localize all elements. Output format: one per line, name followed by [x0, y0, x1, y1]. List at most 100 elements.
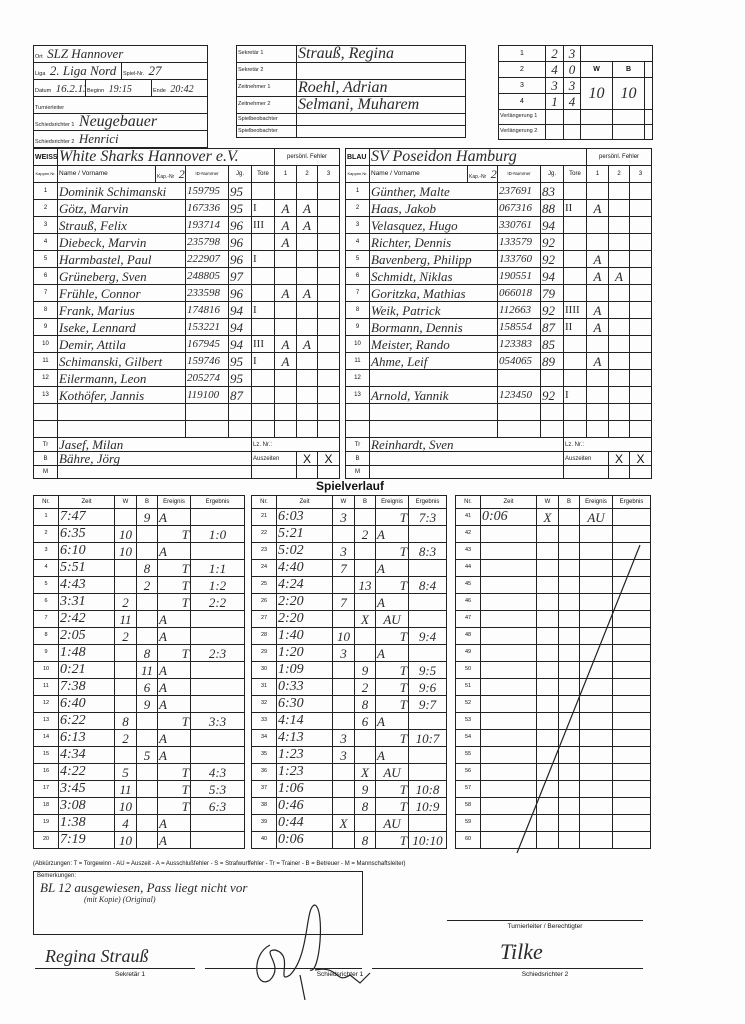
player-year: 96: [228, 216, 252, 234]
player-row: 13 Kothöfer, Jannis 119100 87: [33, 386, 341, 404]
team-name: White Sharks Hannover e.V.: [56, 148, 276, 166]
event-time: 2:05: [58, 627, 115, 645]
total-w-label: W: [580, 61, 613, 78]
event-white-cap: [332, 610, 355, 628]
player-foul-3: [629, 250, 653, 268]
manager-label: M: [345, 465, 370, 479]
player-cap-number: 2: [345, 199, 370, 217]
player-year: 94: [228, 335, 252, 353]
event-number: 37: [251, 780, 277, 798]
manager-name: [57, 465, 252, 479]
player-cap-number: 6: [33, 267, 58, 285]
player-row: 4 Diebeck, Marvin 235798 96 A: [33, 233, 341, 251]
event-blue-cap: [136, 593, 158, 611]
event-time: 2:42: [58, 610, 115, 628]
player-id: 159746: [185, 352, 229, 370]
player-year: 83: [540, 182, 564, 200]
event-type: T: [375, 576, 409, 594]
player-goals: [250, 318, 276, 336]
event-number: 30: [251, 661, 277, 679]
player-foul-2: [608, 420, 631, 438]
player-goals: III: [250, 216, 276, 234]
event-result: 10:10: [408, 831, 447, 849]
event-white-cap: X: [332, 814, 355, 832]
player-row: 7 Goritzka, Mathias 066018 79: [345, 284, 653, 302]
quarter-score-blue: 4: [563, 93, 581, 110]
sekretaer-signature: Regina Strauß: [45, 946, 149, 966]
quarter-score-blue: 3: [563, 77, 581, 94]
player-row: 8 Weik, Patrick 112663 92 IIII A: [345, 301, 653, 319]
event-number: 26: [251, 593, 277, 611]
event-white-cap: 3: [332, 508, 355, 526]
event-number: 13: [33, 712, 59, 730]
event-white-cap: [332, 678, 355, 696]
col-f3: 3: [317, 165, 341, 183]
player-cap-number: 6: [345, 267, 370, 285]
official-value: Strauß, Regina: [296, 45, 466, 63]
player-foul-2: [296, 318, 319, 336]
event-number: 17: [33, 780, 59, 798]
player-foul-3: [317, 386, 341, 404]
spielnr-label: Spiel-Nr.: [123, 71, 145, 77]
event-col-header: Nr.: [33, 495, 59, 509]
strike-through-line: [516, 544, 641, 854]
player-cap-number: 8: [345, 301, 370, 319]
player-goals: II: [562, 318, 588, 336]
official-row: Zeitnehmer 1 Roehl, Adrian: [236, 79, 466, 97]
event-type: T: [157, 525, 191, 543]
event-row: 47: [455, 610, 651, 628]
event-white-cap: 2: [114, 627, 137, 645]
event-result: [190, 729, 245, 747]
event-col-header: Zeit: [276, 495, 333, 509]
event-result: 4:3: [190, 763, 245, 781]
player-name: [57, 420, 186, 438]
event-row: 36 1:23 X AU: [251, 763, 447, 781]
official-value: [296, 125, 466, 138]
player-goals: [562, 250, 588, 268]
player-year: 87: [540, 318, 564, 336]
timeouts-label: Auszeiten: [250, 451, 298, 466]
event-blue-cap: [136, 525, 158, 543]
player-foul-2: [296, 403, 319, 421]
player-name: Frühle, Connor: [57, 284, 186, 302]
event-number: 11: [33, 678, 59, 696]
event-type: A: [157, 508, 191, 526]
turnierleiter-sign-label: Turnierleiter / Berechtigter: [507, 923, 583, 930]
event-white-cap: [332, 763, 355, 781]
player-foul-1: [586, 216, 610, 234]
player-goals: I: [250, 301, 276, 319]
player-row: 5 Bavenberg, Philipp 133760 92 A: [345, 250, 653, 268]
player-foul-2: [296, 369, 319, 387]
col-id: ID-Nummer: [185, 165, 229, 183]
player-row: 4 Richter, Dennis 133579 92: [345, 233, 653, 251]
event-time: 1:23: [276, 763, 333, 781]
player-goals: [562, 420, 588, 438]
player-name: Haas, Jakob: [369, 199, 498, 217]
player-goals: [562, 233, 588, 251]
player-name: Iseke, Lennard: [57, 318, 186, 336]
event-time: 4:14: [276, 712, 333, 730]
event-type: A: [157, 610, 191, 628]
event-time: 1:20: [276, 644, 333, 662]
event-time: 3:08: [58, 797, 115, 815]
event-number: 27: [251, 610, 277, 628]
event-blue-cap: 9: [136, 508, 158, 526]
event-white-cap: 2: [114, 729, 137, 747]
player-foul-2: A: [608, 267, 631, 285]
player-goals: [562, 182, 588, 200]
event-number: 15: [33, 746, 59, 764]
player-id: [497, 369, 541, 387]
official-value: Roehl, Adrian: [296, 79, 466, 97]
player-year: 94: [228, 318, 252, 336]
event-number: 21: [251, 508, 277, 526]
event-row: 46: [455, 593, 651, 611]
sr2-sign-label: Schiedsrichter 2: [521, 971, 569, 978]
event-type: T: [375, 627, 409, 645]
event-result: 10:8: [408, 780, 447, 798]
spielnr-value: 27: [148, 63, 162, 78]
event-type: T: [375, 797, 409, 815]
event-result: [190, 814, 245, 832]
player-row: 12: [345, 369, 653, 387]
event-table-2: Nr. Zeit W B Ereignis Ergebnis 21 6:03 3 T 7:3 22 5:…: [251, 495, 447, 849]
event-result: [408, 814, 447, 832]
